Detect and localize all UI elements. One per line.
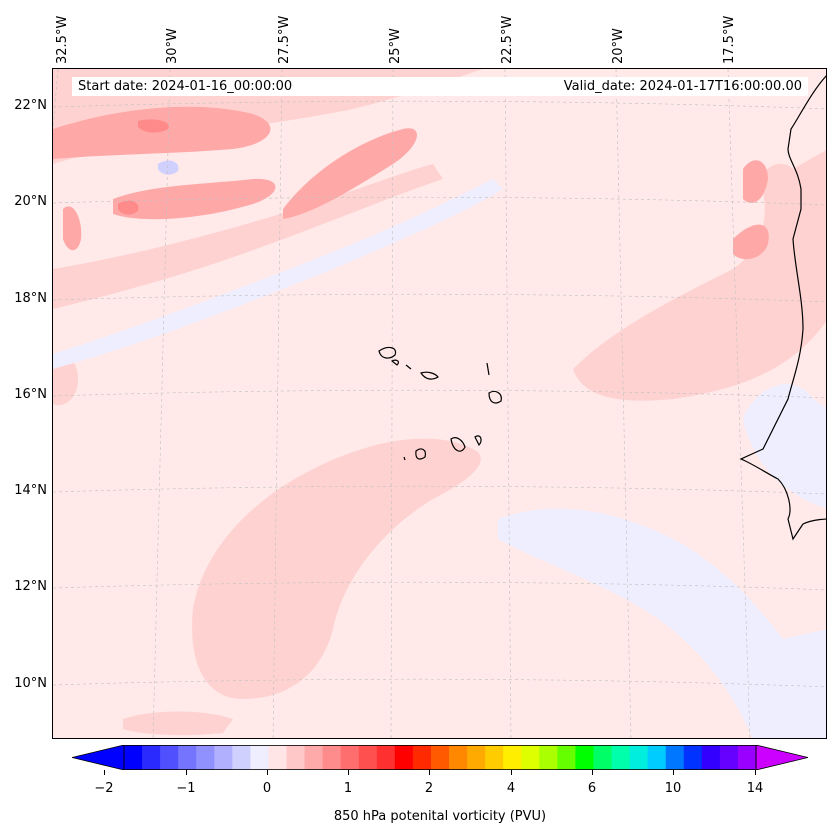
colorbar-swatch — [593, 745, 613, 770]
pv-contour-pink — [53, 106, 271, 159]
pv-contour-lavender — [53, 179, 503, 369]
pv-contour-pink — [743, 160, 768, 203]
colorbar-tick — [592, 770, 593, 775]
graticule — [53, 69, 826, 738]
colorbar-swatch — [557, 745, 576, 770]
colorbar-tick — [186, 770, 187, 775]
colorbar-swatch — [647, 745, 667, 770]
pv-contour-light-pink — [192, 438, 481, 699]
colorbar-swatch — [268, 745, 288, 770]
pv-contour-light-pink — [123, 711, 233, 736]
colorbar-swatch — [304, 745, 324, 770]
lat-label: 20°N — [14, 194, 47, 209]
colorbar-swatch — [449, 745, 468, 770]
colorbar-swatch — [286, 745, 306, 770]
colorbar-swatch — [521, 745, 540, 770]
colorbar-swatch — [178, 745, 197, 770]
colorbar-swatch — [503, 745, 522, 770]
colorbar-swatch — [701, 745, 721, 770]
colorbar-swatch — [737, 745, 757, 770]
colorbar-tick-label: −1 — [176, 781, 196, 796]
pv-contour-blue — [158, 160, 179, 175]
map-canvas — [53, 69, 826, 738]
start-date-label: Start date: 2024-01-16_00:00:00 — [72, 77, 532, 96]
pv-contour-pink — [733, 224, 769, 260]
colorbar-tick-label: 10 — [664, 781, 682, 796]
colorbar-swatch — [485, 745, 504, 770]
colorbar-swatch — [214, 745, 233, 770]
pv-contour-pink — [113, 178, 276, 220]
pv-contour-red — [118, 200, 139, 215]
colorbar-swatch — [575, 745, 594, 770]
valid-date-label: Valid_date: 2024-01-17T16:00:00.00 — [532, 77, 808, 96]
pv-contour-lavender — [498, 508, 826, 738]
colorbar-tick — [755, 770, 756, 775]
colorbar-swatch — [467, 745, 486, 770]
lat-label: 14°N — [14, 483, 47, 498]
colorbar-extend-low — [72, 745, 125, 770]
pv-contour-light-pink — [573, 150, 826, 401]
colorbar-tick-label: 6 — [587, 781, 597, 796]
colorbar-tick-label: 4 — [506, 781, 516, 796]
colorbar-tick-label: 14 — [746, 781, 764, 796]
lon-label: 32.5°W — [55, 15, 70, 64]
colorbar-swatch — [719, 745, 739, 770]
lat-label: 10°N — [14, 676, 47, 691]
colorbar-swatch — [611, 745, 631, 770]
lon-label: 17.5°W — [722, 15, 737, 64]
colorbar-tick — [267, 770, 268, 775]
colorbar-swatch — [412, 745, 432, 770]
colorbar-tick — [429, 770, 430, 775]
africa-coastline — [739, 75, 826, 541]
cape-verde-islands — [378, 346, 502, 461]
colorbar-tick — [104, 770, 105, 775]
colorbar — [72, 745, 808, 770]
colorbar-swatch — [665, 745, 685, 770]
colorbar-swatch — [430, 745, 450, 770]
colorbar-swatch — [629, 745, 649, 770]
colorbar-swatch — [358, 745, 378, 770]
lat-label: 16°N — [14, 387, 47, 402]
pv-contour-red — [138, 119, 169, 133]
colorbar-swatch — [196, 745, 215, 770]
lat-label: 18°N — [14, 291, 47, 306]
start-date-text: Start date: 2024-01-16_00:00:00 — [78, 79, 293, 94]
colorbar-tick-label: 1 — [343, 781, 353, 796]
colorbar-swatch — [232, 745, 251, 770]
colorbar-swatch — [124, 745, 143, 770]
valid-date-text: Valid_date: 2024-01-17T16:00:00.00 — [563, 79, 802, 94]
pv-contour-pink — [283, 128, 417, 219]
lon-label: 30°W — [165, 28, 180, 64]
lat-label: 12°N — [14, 579, 47, 594]
colorbar-tick — [511, 770, 512, 775]
map-panel — [52, 68, 827, 739]
colorbar-extend-high — [755, 745, 808, 770]
colorbar-tick — [673, 770, 674, 775]
colorbar-tick-label: −2 — [94, 781, 114, 796]
colorbar-swatch — [160, 745, 179, 770]
lon-label: 22.5°W — [500, 15, 515, 64]
lat-label: 22°N — [14, 98, 47, 113]
lon-label: 20°W — [611, 28, 626, 64]
colorbar-swatch — [340, 745, 360, 770]
lon-label: 25°W — [388, 28, 403, 64]
pv-contour-light-pink — [53, 355, 78, 406]
colorbar-swatch — [142, 745, 161, 770]
pv-contour-pink — [63, 206, 82, 251]
colorbar-swatch — [394, 745, 414, 770]
colorbar-outline — [123, 745, 757, 770]
pv-contour-lavender — [743, 384, 826, 509]
colorbar-tick-label: 2 — [424, 781, 434, 796]
colorbar-swatch — [683, 745, 703, 770]
colorbar-swatch — [250, 745, 269, 770]
colorbar-swatch — [376, 745, 396, 770]
colorbar-tick-label: 0 — [262, 781, 272, 796]
colorbar-tick — [348, 770, 349, 775]
colorbar-swatch — [322, 745, 342, 770]
lon-label: 27.5°W — [277, 15, 292, 64]
pv-contour-light-pink — [53, 164, 443, 309]
colorbar-title: 850 hPa potenital vorticity (PVU) — [333, 809, 547, 824]
colorbar-swatch — [539, 745, 558, 770]
